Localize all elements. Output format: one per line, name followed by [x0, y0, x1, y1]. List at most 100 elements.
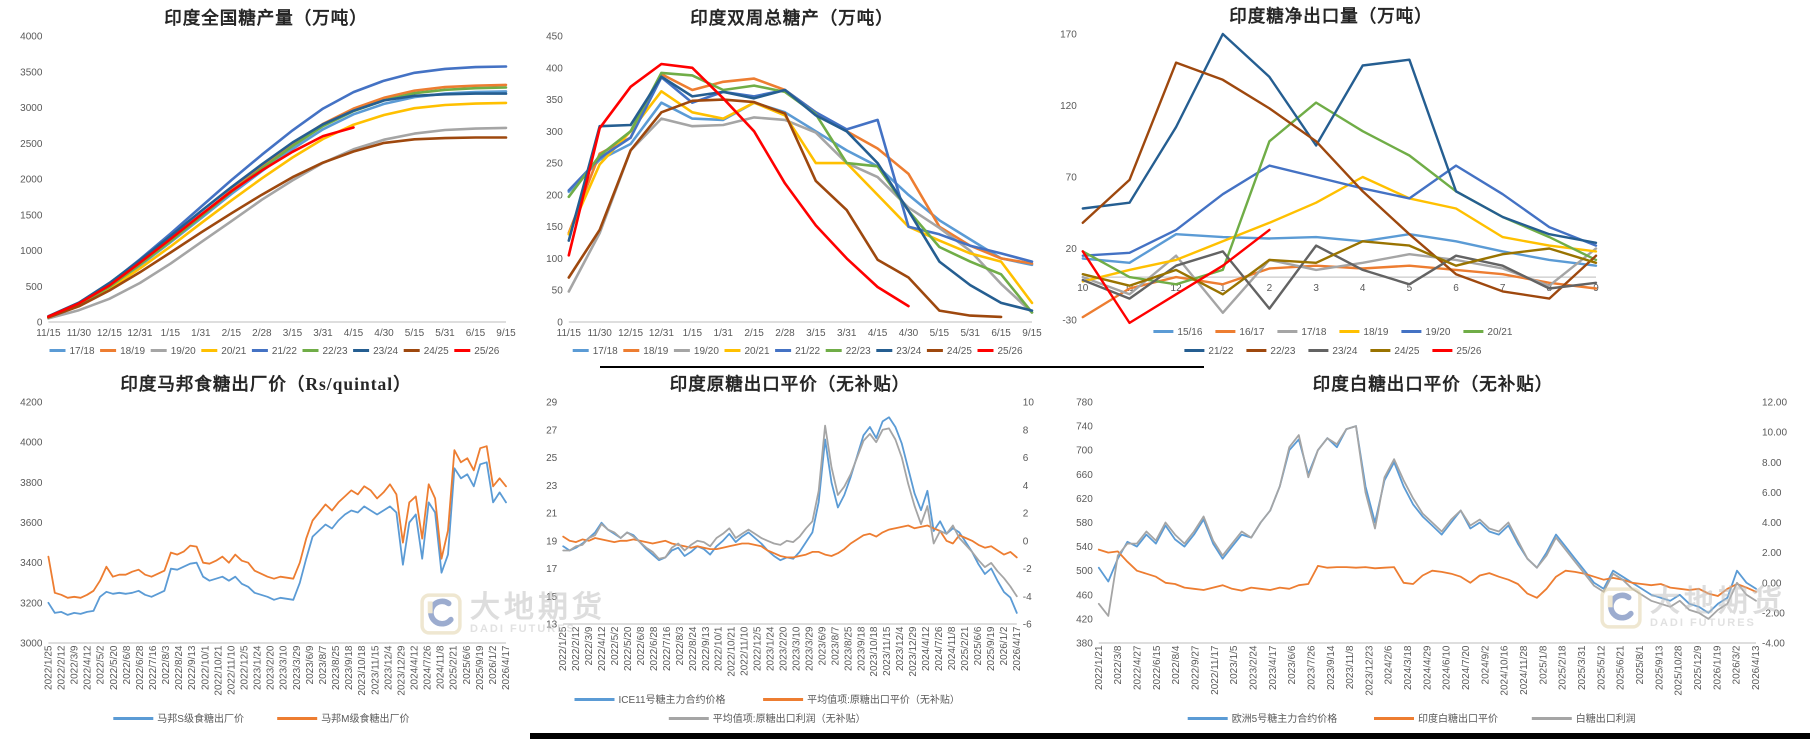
x-axis-label: 2022/6/28: [135, 645, 146, 690]
x-axis-label: 2023/11/15: [882, 626, 893, 676]
legend-label: 25/26: [474, 346, 499, 357]
x-axis-label: 1/15: [683, 328, 703, 339]
x-axis-label: 3/31: [313, 328, 333, 339]
x-axis-label: 2: [1267, 283, 1273, 294]
y-axis-label: 27: [546, 425, 558, 436]
x-axis-label: 6/15: [466, 328, 486, 339]
y-axis-label-right: 10: [1023, 398, 1035, 409]
y-axis-label: 580: [1076, 518, 1093, 529]
y-axis-label: 460: [1076, 590, 1093, 601]
y-axis-label: 50: [552, 286, 564, 297]
legend-label: 23/24: [896, 346, 921, 357]
y-axis-label-right: 0: [1023, 536, 1029, 547]
x-axis-label: 2022/3/9: [584, 626, 595, 665]
x-axis-label: 2023/6/6: [1287, 645, 1298, 684]
x-axis-label: 2025/2/21: [449, 645, 460, 690]
y-axis-label: 70: [1066, 173, 1078, 184]
x-axis-label: 2/15: [744, 328, 764, 339]
y-axis-label: 780: [1076, 398, 1093, 409]
chart-white-sugar-export-parity: 印度白糖出口平价（无补贴） 780 740 700 660 620 580 540 500 46…: [1068, 372, 1798, 732]
y-axis-label: 540: [1076, 542, 1093, 553]
section-separator-line: [600, 366, 1204, 368]
chart-india-biweekly-sugar-production: 印度双周总糖产（万吨） 450 400 350 300 250 200 150 100 50 0 1…: [538, 6, 1046, 364]
y-axis-label: 350: [546, 95, 563, 106]
y-axis-label-right: 4.00: [1762, 518, 1782, 529]
legend-label: 15/16: [1177, 327, 1202, 338]
x-axis-label: 2023/3/29: [804, 626, 815, 671]
y-axis-label-right: 8: [1023, 425, 1029, 436]
x-axis-label: 4/15: [344, 328, 364, 339]
y-axis-label: 2500: [20, 139, 43, 150]
x-axis-label: 2022/10/21: [727, 626, 738, 676]
series-欧洲5号糖主力合约价格: [1097, 425, 1757, 614]
x-axis-label: 2025/2/18: [1558, 645, 1569, 690]
chart-title: 印度马邦食糖出厂价（Rs/quintal）: [120, 374, 412, 394]
series-20/21: [567, 90, 1034, 305]
legend-label: ICE11号糖主力合约价格: [619, 693, 726, 706]
series-23/24: [1081, 244, 1598, 310]
x-axis-label: 2022/8/3: [161, 645, 172, 684]
x-axis-label: 2024/11/28: [1519, 645, 1530, 695]
x-axis-label: 2023/12/29: [908, 626, 919, 676]
legend-label: 19/20: [171, 346, 196, 357]
x-axis-label: 2023/8/25: [843, 626, 854, 671]
x-axis-label: 2025/5/12: [1596, 645, 1607, 690]
y-axis-label: 300: [546, 127, 563, 138]
x-axis-label: 2022/8/24: [174, 645, 185, 690]
legend-label: 20/21: [221, 346, 246, 357]
x-axis-label: 2022/1/25: [558, 626, 569, 671]
x-axis-label: 2023/12/29: [396, 645, 407, 695]
y-axis-label: 15: [546, 592, 558, 603]
x-axis-label: 2022/4/27: [1133, 645, 1144, 690]
x-axis-label: 2023/2/20: [266, 645, 277, 690]
chart-india-net-sugar-exports: 印度糖净出口量（万吨） 170 120 70 20 -30 10 11 12 1 2 3 4 5 6 7 8 9…: [1052, 4, 1610, 364]
x-axis-label: 2023/6/9: [817, 626, 828, 665]
y-axis-label: 29: [546, 398, 558, 409]
series-马邦S级食糖出厂价: [47, 461, 507, 616]
x-axis-label: 12/15: [618, 328, 643, 339]
x-axis-label: 2022/6/8: [122, 645, 133, 684]
x-axis-label: 2023/9/14: [1326, 645, 1337, 690]
x-axis-label: 2023/2/24: [1248, 645, 1259, 690]
x-axis-label: 2023/3/10: [792, 626, 803, 671]
x-axis-label: 2023/12/23: [1364, 645, 1375, 695]
x-axis-label: 9/15: [496, 328, 516, 339]
y-axis-label: -30: [1062, 316, 1077, 327]
x-axis-label: 2022/10/21: [213, 645, 224, 695]
x-axis-label: 2023/1/24: [253, 645, 264, 690]
x-axis-label: 11/15: [36, 328, 61, 339]
x-axis-label: 2024/11/8: [947, 626, 958, 670]
y-axis-label: 25: [546, 453, 558, 464]
x-axis-label: 2026/4/17: [501, 645, 512, 690]
series-24/25: [1081, 240, 1598, 296]
legend-label: 20/21: [745, 346, 770, 357]
y-axis-label: 3500: [20, 67, 43, 78]
y-axis-label: 500: [26, 282, 43, 293]
x-axis-label: 1/31: [191, 328, 211, 339]
legend-label: 18/19: [1363, 327, 1388, 338]
x-axis-label: 2022/10/1: [200, 645, 211, 690]
x-axis-label: 2023/10/18: [869, 626, 880, 676]
x-axis-label: 2022/3/9: [70, 645, 81, 684]
legend-label: 平均值项:原糖出口利润（无补贴）: [713, 712, 866, 725]
y-axis-label: 740: [1076, 422, 1093, 433]
y-axis-label: 4200: [20, 398, 43, 409]
y-axis-label: 660: [1076, 470, 1093, 481]
chart-title: 印度糖净出口量（万吨）: [1229, 6, 1433, 26]
series-ICE11号糖主力合约价格: [562, 416, 1018, 614]
series-19/20: [1081, 164, 1598, 257]
x-axis-label: 2024/9/2: [1480, 645, 1491, 684]
series-19/20: [47, 126, 508, 320]
series-24/25: [567, 98, 1003, 319]
legend-label: 欧洲5号糖主力合约价格: [1232, 712, 1338, 725]
legend-label: 23/24: [373, 346, 398, 357]
y-axis-label: 3000: [20, 103, 43, 114]
x-axis-label: 2026/3/2: [1732, 645, 1743, 684]
y-axis-label: 20: [1066, 244, 1078, 255]
x-axis-label: 2023/3/29: [292, 645, 303, 690]
x-axis-label: 2025/3/31: [1577, 645, 1588, 690]
legend-label: 21/22: [1208, 346, 1233, 357]
x-axis-label: 2025/6/21: [1616, 645, 1627, 690]
x-axis-label: 2023/11/8: [1345, 645, 1356, 689]
